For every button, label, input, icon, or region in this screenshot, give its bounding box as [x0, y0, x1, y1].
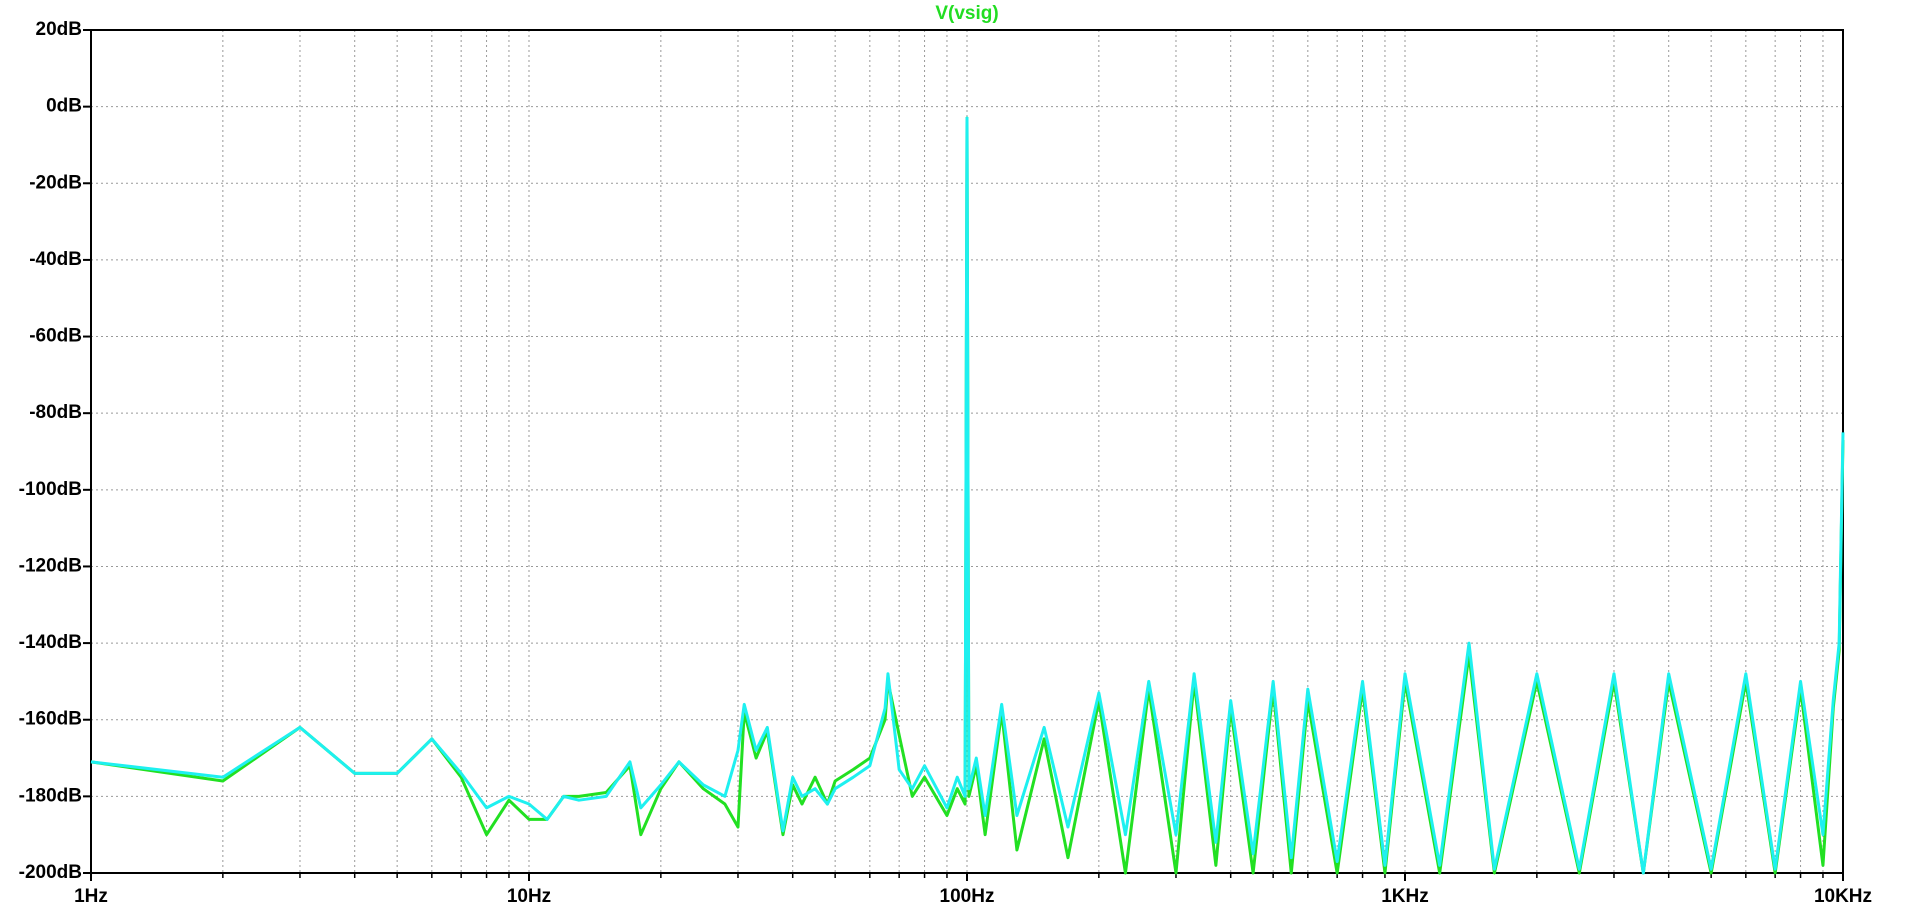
chart-title: V(vsig)	[935, 3, 998, 24]
y-tick-label: 0dB	[46, 96, 82, 117]
series-line	[90, 116, 1845, 875]
x-tick-label: 10Hz	[507, 886, 551, 906]
x-tick-label: 1Hz	[74, 886, 108, 906]
y-tick-label: -20dB	[29, 172, 82, 193]
y-tick-label: 20dB	[36, 19, 82, 40]
y-tick-label: -180dB	[19, 785, 82, 806]
y-tick-label: -80dB	[29, 402, 82, 423]
x-tick-label: 1KHz	[1381, 886, 1429, 906]
y-tick-label: -160dB	[19, 709, 82, 730]
y-tick-label: -120dB	[19, 555, 82, 576]
y-tick-label: -60dB	[29, 326, 82, 347]
series-line	[90, 116, 1845, 875]
y-tick-label: -200dB	[19, 862, 82, 883]
y-tick-label: -100dB	[19, 479, 82, 500]
y-tick-label: -40dB	[29, 249, 82, 270]
x-tick-label: 100Hz	[940, 886, 995, 906]
y-tick-label: -140dB	[19, 632, 82, 653]
x-tick-label: 10KHz	[1814, 886, 1872, 906]
